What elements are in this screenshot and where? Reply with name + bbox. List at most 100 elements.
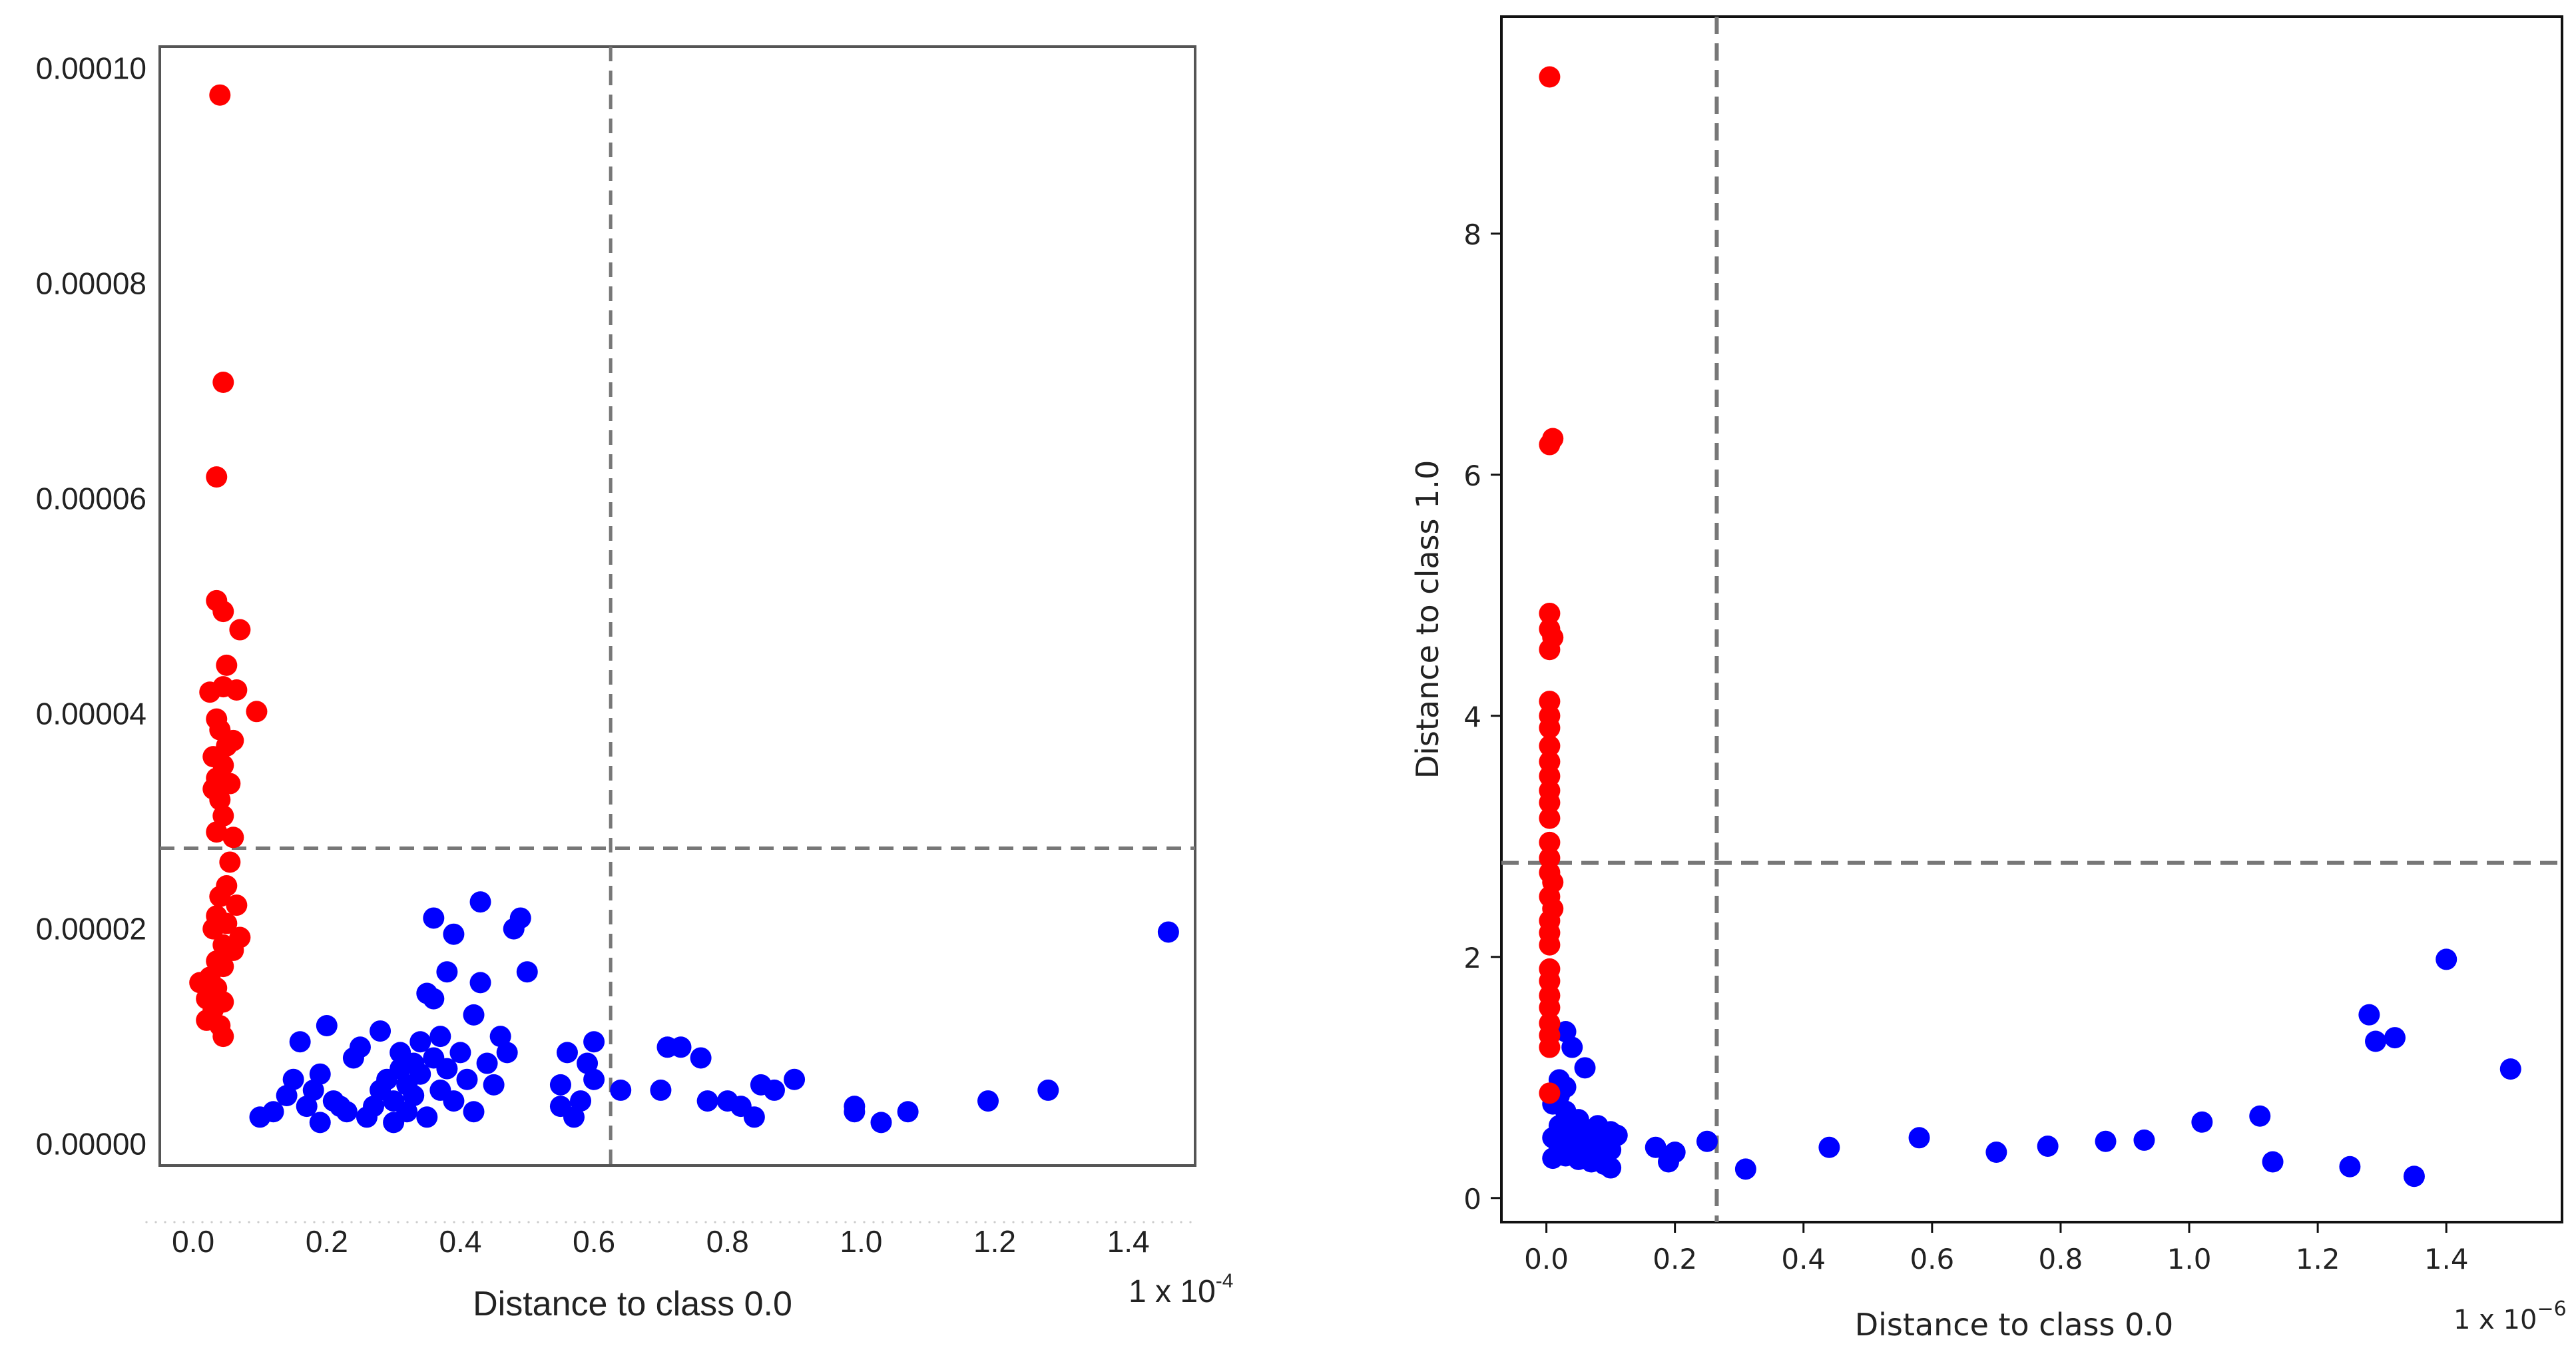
axis-dotted-baseline xyxy=(704,1221,707,1223)
axis-dotted-baseline xyxy=(518,1221,521,1223)
axis-dotted-baseline xyxy=(667,1221,670,1223)
axis-dotted-baseline xyxy=(695,1221,698,1223)
axis-dotted-baseline xyxy=(928,1221,931,1223)
axis-dotted-baseline xyxy=(481,1221,483,1223)
x-tick-label: 0.8 xyxy=(2039,1243,2083,1275)
data-point-blue xyxy=(456,1068,478,1090)
data-point-blue xyxy=(309,1112,331,1134)
axis-dotted-baseline xyxy=(984,1221,987,1223)
data-point-blue xyxy=(650,1079,672,1101)
axis-dotted-baseline xyxy=(909,1221,912,1223)
axis-dotted-baseline xyxy=(220,1221,222,1223)
axis-dotted-baseline xyxy=(621,1221,623,1223)
data-point-blue xyxy=(463,1004,485,1026)
axis-dotted-baseline xyxy=(956,1221,959,1223)
y-tick-label: 4 xyxy=(1463,701,1481,733)
data-point-blue xyxy=(670,1036,692,1058)
data-point-blue xyxy=(409,1063,431,1085)
data-point-blue xyxy=(1908,1127,1930,1149)
axis-dotted-baseline xyxy=(751,1221,754,1223)
axis-dotted-baseline xyxy=(164,1221,166,1223)
data-point-blue xyxy=(784,1068,806,1090)
y-tick-label: 0.00000 xyxy=(36,1127,146,1162)
axis-dotted-baseline xyxy=(611,1221,614,1223)
axis-dotted-baseline xyxy=(1180,1221,1182,1223)
data-point-blue xyxy=(443,1090,465,1112)
axis-dotted-baseline xyxy=(798,1221,800,1223)
x-tick-label: 0.6 xyxy=(1910,1243,1954,1275)
data-point-red xyxy=(246,701,268,723)
y-tick-label: 0.00004 xyxy=(36,697,146,731)
x-axis: 0.0 0.2 0.4 0.6 0.8 1.0 1.2 1.4 xyxy=(145,1221,1192,1259)
y-tick-label: 0.00002 xyxy=(36,912,146,946)
data-point-blue xyxy=(610,1079,632,1101)
data-point-red xyxy=(1539,434,1561,456)
axis-dotted-baseline xyxy=(555,1221,558,1223)
axis-dotted-baseline xyxy=(210,1221,213,1223)
axis-dotted-baseline xyxy=(630,1221,633,1223)
x-tick-label: 1.2 xyxy=(2296,1243,2340,1275)
axis-dotted-baseline xyxy=(714,1221,716,1223)
axis-dotted-baseline xyxy=(229,1221,232,1223)
axis-dotted-baseline xyxy=(1012,1221,1015,1223)
axis-dotted-baseline xyxy=(872,1221,875,1223)
data-point-blue xyxy=(496,1042,518,1064)
axis-dotted-baseline xyxy=(425,1221,427,1223)
x-tick-label: 0.0 xyxy=(1524,1243,1569,1275)
axis-dotted-baseline xyxy=(154,1221,157,1223)
axis-dotted-baseline xyxy=(453,1221,455,1223)
axis-dotted-baseline xyxy=(788,1221,791,1223)
data-point-red xyxy=(212,805,234,827)
axis-dotted-baseline xyxy=(919,1221,921,1223)
x-tick-label: 0.2 xyxy=(1653,1243,1697,1275)
axis-dotted-baseline xyxy=(807,1221,810,1223)
data-point-red xyxy=(1539,639,1561,661)
y-tick-label: 0 xyxy=(1463,1183,1481,1215)
axis-dotted-baseline xyxy=(322,1221,325,1223)
x-tick-label: 1.4 xyxy=(2424,1243,2469,1275)
data-point-blue xyxy=(2339,1156,2361,1178)
data-point-blue xyxy=(469,891,491,913)
axis-dotted-baseline xyxy=(201,1221,204,1223)
x-tick-label: 1.4 xyxy=(1107,1224,1150,1259)
y-tick-label: 2 xyxy=(1463,942,1481,974)
axis-dotted-baseline xyxy=(537,1221,539,1223)
axis-dotted-baseline xyxy=(854,1221,856,1223)
data-point-blue xyxy=(2358,1004,2380,1026)
axis-dotted-baseline xyxy=(574,1221,577,1223)
data-point-blue xyxy=(1574,1057,1596,1079)
x-axis: 0.0 0.2 0.4 0.6 0.8 1.0 1.2 1.4 xyxy=(1524,1222,2469,1275)
data-point-blue xyxy=(549,1074,571,1096)
data-point-blue xyxy=(449,1042,471,1064)
data-point-red xyxy=(1539,996,1561,1018)
axis-dotted-baseline xyxy=(583,1221,586,1223)
data-point-blue xyxy=(2262,1151,2284,1173)
data-point-red xyxy=(1539,934,1561,956)
axis-dotted-baseline xyxy=(1003,1221,1005,1223)
x-tick-label: 1.0 xyxy=(2167,1243,2212,1275)
axis-dotted-baseline xyxy=(1143,1221,1145,1223)
axis-dotted-baseline xyxy=(993,1221,996,1223)
data-point-blue xyxy=(316,1015,338,1036)
data-point-blue xyxy=(476,1052,498,1074)
data-point-blue xyxy=(423,988,445,1010)
x-tick-label: 0.8 xyxy=(706,1224,749,1259)
axis-dotted-baseline xyxy=(313,1221,316,1223)
axis-dotted-baseline xyxy=(742,1221,744,1223)
data-point-blue xyxy=(489,1026,511,1048)
axis-dotted-baseline xyxy=(1124,1221,1127,1223)
axis-dotted-baseline xyxy=(350,1221,353,1223)
data-point-blue xyxy=(583,1031,605,1053)
axis-dotted-baseline xyxy=(639,1221,642,1223)
data-point-blue xyxy=(696,1090,718,1112)
data-point-blue xyxy=(2191,1111,2213,1133)
data-point-blue xyxy=(282,1068,304,1090)
x-axis-label: Distance to class 0.0 xyxy=(473,1285,792,1323)
axis-dotted-baseline xyxy=(602,1221,605,1223)
data-point-red xyxy=(226,894,248,916)
multiplier-base: 1 x 10 xyxy=(1129,1274,1216,1309)
axis-dotted-baseline xyxy=(434,1221,437,1223)
data-point-blue xyxy=(1561,1036,1583,1058)
axis-dotted-baseline xyxy=(182,1221,185,1223)
